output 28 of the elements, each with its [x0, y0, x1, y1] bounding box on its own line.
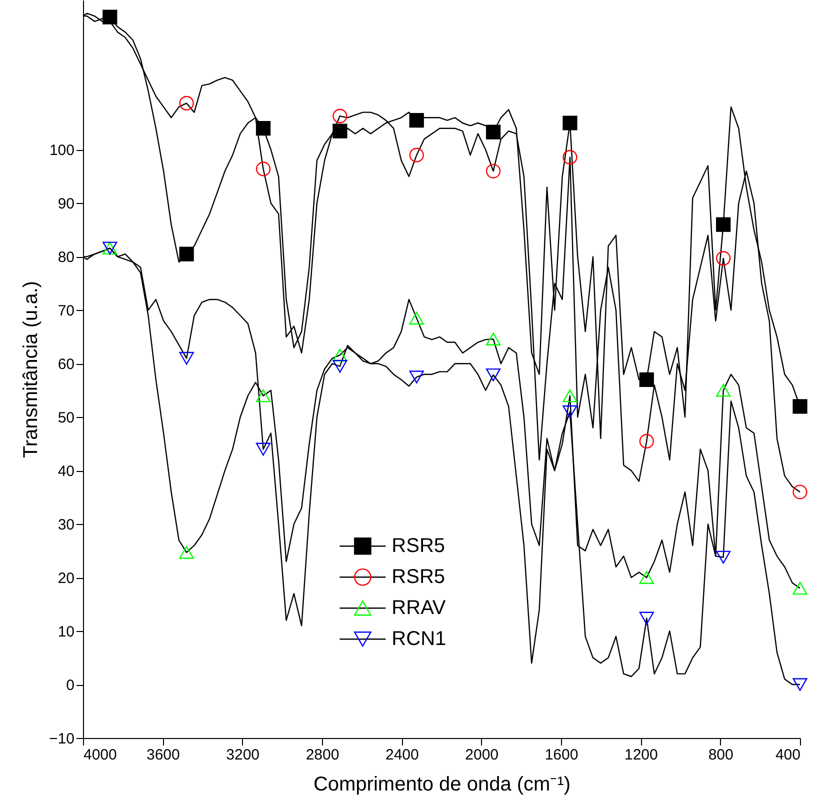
x-tick-label: 4000	[84, 746, 117, 764]
x-tick-label: 800	[708, 746, 734, 764]
x-axis-title: Comprimento de onda (cm⁻¹)	[313, 774, 571, 796]
y-axis-title: Transmitância (u.a.)	[20, 280, 42, 458]
x-tick-label: 1200	[624, 746, 658, 764]
y-tick-label: 20	[58, 570, 74, 588]
x-tick-label: 400	[775, 746, 800, 764]
x-tick-label: 2000	[465, 746, 499, 764]
x-tick-label: 3200	[226, 746, 260, 764]
legend-label: RSR5	[392, 535, 446, 558]
y-tick-label: 60	[58, 356, 74, 374]
legend-label: RSR5	[392, 566, 446, 588]
legend-label: RRAV	[392, 597, 446, 620]
y-tick-label: 0	[66, 677, 74, 694]
y-tick-label: −10	[49, 730, 74, 748]
x-tick-label: 2800	[306, 746, 340, 764]
y-tick-label: 50	[58, 410, 74, 427]
y-tick-label: 70	[58, 302, 74, 320]
y-tick-label: 80	[58, 249, 74, 266]
legend-label: RCN1	[392, 628, 446, 650]
y-tick-label: 30	[58, 516, 74, 534]
y-tick-label: 100	[49, 142, 74, 160]
y-tick-label: 90	[58, 196, 74, 213]
x-tick-label: 2400	[385, 746, 419, 764]
y-tick-label: 40	[58, 463, 74, 480]
x-tick-label: 1600	[544, 746, 578, 764]
y-tick-label: 10	[58, 624, 74, 641]
x-tick-label: 3600	[146, 746, 180, 764]
